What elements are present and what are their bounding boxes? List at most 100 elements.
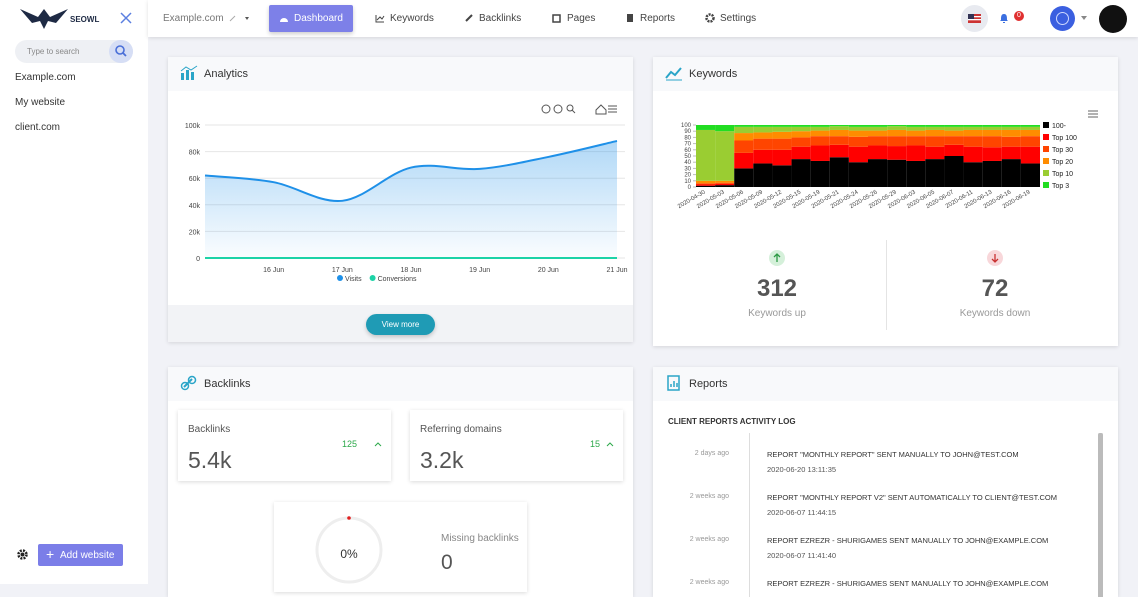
bar-segment: [791, 146, 811, 160]
bar-segment: [887, 126, 907, 130]
bar-segment: [753, 163, 773, 187]
bar-segment: [982, 147, 1002, 161]
bar-segment: [791, 131, 811, 138]
change-icon: [606, 442, 614, 447]
bar-segment: [906, 145, 926, 161]
entry-time: 2 days ago: [694, 450, 729, 457]
scrollbar[interactable]: [1098, 433, 1103, 597]
bar-segment: [868, 159, 888, 187]
timeline-line: [749, 433, 750, 597]
add-website-button[interactable]: + Add website: [38, 544, 123, 566]
bar-segment: [810, 160, 830, 187]
bell-icon[interactable]: [999, 13, 1009, 24]
search-button[interactable]: [109, 40, 133, 63]
log-entry: 2 weeks ago REPORT EZREZR - SHURIGAMES S…: [653, 579, 1118, 597]
legend-label: Visits: [345, 276, 362, 283]
bar-segment: [887, 129, 907, 137]
bar-segment: [734, 126, 754, 134]
language-button[interactable]: [961, 5, 988, 32]
settings-tab[interactable]: Settings: [720, 13, 757, 24]
reports-tab[interactable]: Reports: [640, 13, 676, 24]
x-tick-label: 16 Jun: [263, 267, 284, 274]
site-selector[interactable]: Example.com: [163, 13, 224, 24]
bar-segment: [868, 145, 888, 160]
bar-segment: [810, 126, 830, 131]
bar-segment: [868, 136, 888, 146]
backlinks-tab[interactable]: Backlinks: [479, 13, 522, 24]
tab-icon: [705, 13, 715, 23]
chart-menu[interactable]: [1088, 110, 1098, 118]
site-link[interactable]: Example.com: [15, 72, 76, 83]
bar-segment: [848, 125, 868, 127]
bar-segment: [925, 125, 945, 127]
bar-segment: [944, 126, 964, 131]
bar-segment: [1001, 129, 1021, 137]
progress-ring: [315, 516, 383, 584]
bar-segment: [1020, 129, 1040, 137]
bar-segment: [696, 185, 716, 187]
tab-icon: [280, 18, 288, 22]
log-entry: 2 weeks ago REPORT EZREZR - SHURIGAMES S…: [653, 536, 1118, 576]
bar-segment: [982, 160, 1002, 187]
close-button[interactable]: [120, 12, 132, 24]
bar-segment: [906, 160, 926, 187]
search-box[interactable]: Type to search: [15, 40, 133, 63]
bar-segment: [906, 125, 926, 127]
card-header: Reports: [653, 367, 1118, 401]
plus-icon: +: [46, 546, 55, 562]
missing-percent: 0%: [340, 547, 358, 561]
tab-icon: [627, 14, 633, 22]
entry-date: 2020-06-07 11:44:15: [767, 508, 837, 517]
bar-segment: [772, 125, 792, 127]
entry-text: REPORT "MONTHLY REPORT V2" SENT AUTOMATI…: [767, 493, 1057, 502]
bar-segment: [944, 125, 964, 127]
y-tick-label: 0: [688, 185, 692, 191]
line: [204, 139, 618, 202]
bar-segment: [848, 136, 868, 147]
settings-icon[interactable]: [17, 549, 28, 560]
keywords-up-label: Keywords up: [748, 308, 806, 319]
legend-marker: [1043, 146, 1049, 152]
down-icon: [987, 250, 1003, 266]
legend-marker: [369, 275, 376, 281]
bar-segment: [753, 126, 773, 133]
bar-segment: [906, 136, 926, 146]
legend-label: Top 30: [1052, 147, 1073, 154]
x-tick-label: 21 Jun: [606, 267, 627, 274]
bar-segment: [696, 125, 716, 130]
analytics-chart: 0 20k 40k 60k 80k 100k 16 Jun 17 Jun 18 Jun 19 Ju…: [185, 123, 628, 283]
bar-segment: [887, 159, 907, 187]
chart-toolbar[interactable]: [540, 103, 620, 115]
bar-segment: [848, 126, 868, 131]
site-link[interactable]: client.com: [15, 122, 61, 133]
y-tick-label: 80k: [189, 150, 201, 157]
bar-segment: [734, 152, 754, 169]
bar-segment: [963, 126, 983, 130]
add-website-label: Add website: [60, 550, 115, 561]
legend-label: 100-: [1052, 123, 1067, 130]
y-tick-label: 100: [681, 123, 692, 129]
stat-change: 15: [590, 439, 601, 449]
bar-segment: [696, 184, 716, 186]
bar-segment: [829, 126, 849, 130]
y-tick-label: 20: [684, 173, 691, 179]
log-title: CLIENT REPORTS ACTIVITY LOG: [668, 417, 796, 426]
bar-segment: [715, 131, 735, 181]
bar-segment: [982, 129, 1002, 137]
entry-text: REPORT EZREZR - SHURIGAMES SENT MANUALLY…: [767, 536, 1049, 545]
dashboard-tab[interactable]: Dashboard: [269, 5, 353, 32]
keywords-tab[interactable]: Keywords: [390, 13, 434, 24]
tab-icon: [375, 15, 385, 23]
user-avatar[interactable]: [1050, 6, 1075, 31]
account-avatar[interactable]: [1099, 5, 1127, 33]
pages-tab[interactable]: Pages: [567, 13, 596, 24]
bar-segment: [772, 138, 792, 150]
bar-segment: [848, 162, 868, 187]
stat-label: Referring domains: [420, 424, 502, 435]
site-link[interactable]: My website: [15, 97, 66, 108]
bar-segment: [715, 183, 735, 186]
bar-segment: [1001, 136, 1021, 147]
bar-segment: [963, 146, 983, 163]
divider: [886, 240, 887, 330]
view-more-button[interactable]: View more: [366, 314, 435, 335]
